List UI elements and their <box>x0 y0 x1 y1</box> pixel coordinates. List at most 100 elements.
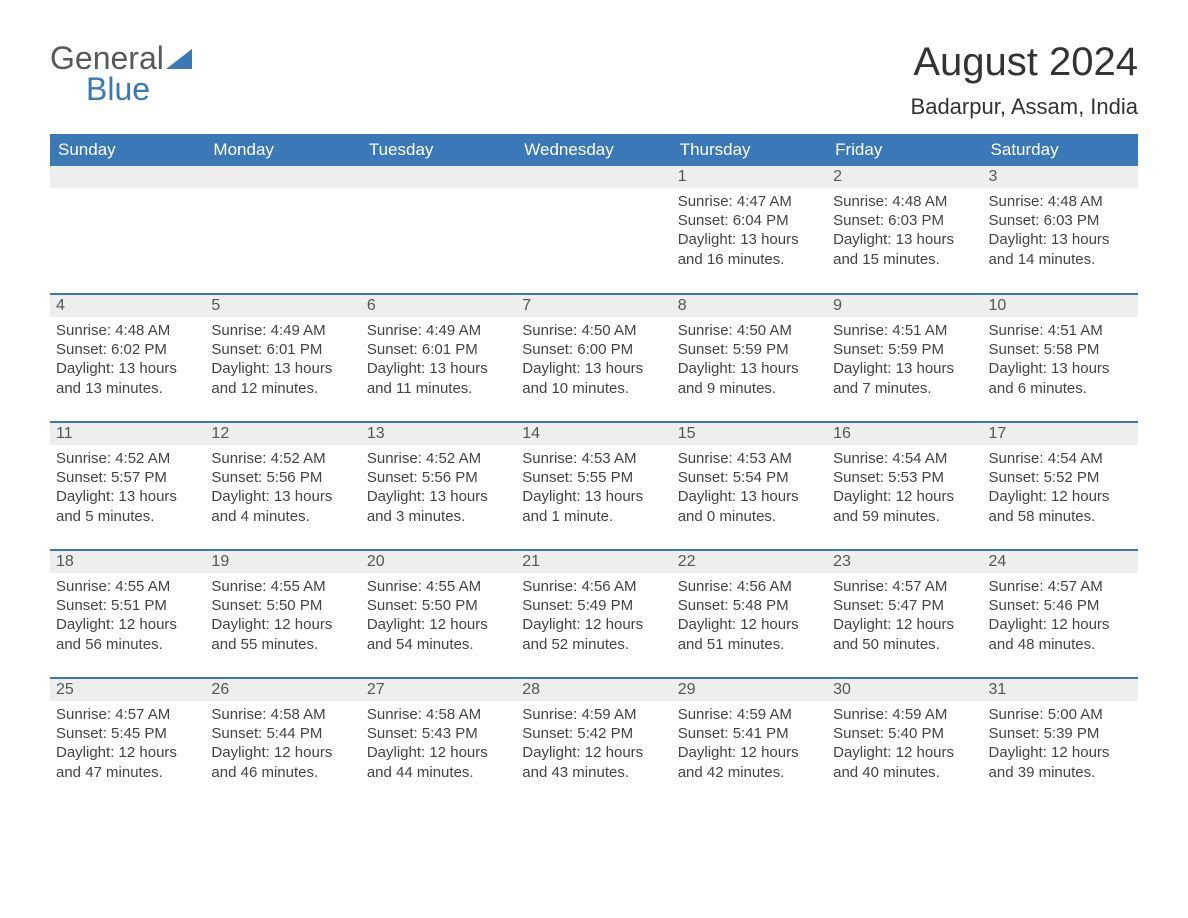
day-number: 8 <box>672 295 827 317</box>
sunrise-text: Sunrise: 4:50 AM <box>678 321 821 340</box>
sunset-text: Sunset: 5:49 PM <box>522 596 665 615</box>
sunset-text: Sunset: 6:00 PM <box>522 340 665 359</box>
calendar-day-cell: 25Sunrise: 4:57 AMSunset: 5:45 PMDayligh… <box>50 678 205 806</box>
calendar-day-cell <box>361 166 516 294</box>
daylight-text: Daylight: 13 hours and 3 minutes. <box>367 487 510 525</box>
calendar-day-cell: 6Sunrise: 4:49 AMSunset: 6:01 PMDaylight… <box>361 294 516 422</box>
sunrise-text: Sunrise: 4:55 AM <box>56 577 199 596</box>
calendar-day-cell: 21Sunrise: 4:56 AMSunset: 5:49 PMDayligh… <box>516 550 671 678</box>
day-details: Sunrise: 4:54 AMSunset: 5:53 PMDaylight:… <box>827 445 982 530</box>
day-number: 13 <box>361 423 516 445</box>
sunrise-text: Sunrise: 4:57 AM <box>56 705 199 724</box>
day-details: Sunrise: 4:48 AMSunset: 6:03 PMDaylight:… <box>827 188 982 273</box>
day-details: Sunrise: 4:52 AMSunset: 5:56 PMDaylight:… <box>361 445 516 530</box>
sunset-text: Sunset: 6:03 PM <box>989 211 1132 230</box>
day-details: Sunrise: 4:51 AMSunset: 5:58 PMDaylight:… <box>983 317 1138 402</box>
calendar-day-cell <box>50 166 205 294</box>
calendar-day-cell: 19Sunrise: 4:55 AMSunset: 5:50 PMDayligh… <box>205 550 360 678</box>
day-details: Sunrise: 4:48 AMSunset: 6:03 PMDaylight:… <box>983 188 1138 273</box>
calendar-day-cell: 22Sunrise: 4:56 AMSunset: 5:48 PMDayligh… <box>672 550 827 678</box>
calendar-week-row: 4Sunrise: 4:48 AMSunset: 6:02 PMDaylight… <box>50 294 1138 422</box>
day-number: 9 <box>827 295 982 317</box>
sunset-text: Sunset: 5:52 PM <box>989 468 1132 487</box>
sunrise-text: Sunrise: 4:55 AM <box>367 577 510 596</box>
sunrise-text: Sunrise: 4:56 AM <box>522 577 665 596</box>
calendar-day-cell: 4Sunrise: 4:48 AMSunset: 6:02 PMDaylight… <box>50 294 205 422</box>
daylight-text: Daylight: 12 hours and 46 minutes. <box>211 743 354 781</box>
day-details: Sunrise: 4:57 AMSunset: 5:47 PMDaylight:… <box>827 573 982 658</box>
day-details: Sunrise: 4:53 AMSunset: 5:54 PMDaylight:… <box>672 445 827 530</box>
day-number-bar-empty <box>361 166 516 188</box>
sunrise-text: Sunrise: 4:48 AM <box>56 321 199 340</box>
daylight-text: Daylight: 13 hours and 7 minutes. <box>833 359 976 397</box>
sunset-text: Sunset: 5:41 PM <box>678 724 821 743</box>
header: General Blue August 2024 Badarpur, Assam… <box>50 40 1138 120</box>
sunrise-text: Sunrise: 4:50 AM <box>522 321 665 340</box>
calendar-day-cell: 29Sunrise: 4:59 AMSunset: 5:41 PMDayligh… <box>672 678 827 806</box>
day-number: 19 <box>205 551 360 573</box>
day-details: Sunrise: 4:54 AMSunset: 5:52 PMDaylight:… <box>983 445 1138 530</box>
daylight-text: Daylight: 12 hours and 47 minutes. <box>56 743 199 781</box>
daylight-text: Daylight: 13 hours and 12 minutes. <box>211 359 354 397</box>
daylight-text: Daylight: 12 hours and 59 minutes. <box>833 487 976 525</box>
day-number: 12 <box>205 423 360 445</box>
day-details: Sunrise: 4:51 AMSunset: 5:59 PMDaylight:… <box>827 317 982 402</box>
calendar-day-cell: 13Sunrise: 4:52 AMSunset: 5:56 PMDayligh… <box>361 422 516 550</box>
sunset-text: Sunset: 5:46 PM <box>989 596 1132 615</box>
sunrise-text: Sunrise: 4:58 AM <box>211 705 354 724</box>
sunset-text: Sunset: 6:02 PM <box>56 340 199 359</box>
day-number: 20 <box>361 551 516 573</box>
sunrise-text: Sunrise: 4:57 AM <box>833 577 976 596</box>
daylight-text: Daylight: 13 hours and 5 minutes. <box>56 487 199 525</box>
day-number: 14 <box>516 423 671 445</box>
weekday-header: Wednesday <box>516 134 671 166</box>
daylight-text: Daylight: 12 hours and 48 minutes. <box>989 615 1132 653</box>
sunset-text: Sunset: 6:04 PM <box>678 211 821 230</box>
sunrise-text: Sunrise: 4:48 AM <box>833 192 976 211</box>
weekday-header: Sunday <box>50 134 205 166</box>
sunrise-text: Sunrise: 4:51 AM <box>989 321 1132 340</box>
calendar-day-cell: 15Sunrise: 4:53 AMSunset: 5:54 PMDayligh… <box>672 422 827 550</box>
calendar-day-cell: 27Sunrise: 4:58 AMSunset: 5:43 PMDayligh… <box>361 678 516 806</box>
sunset-text: Sunset: 5:47 PM <box>833 596 976 615</box>
sunset-text: Sunset: 6:01 PM <box>367 340 510 359</box>
calendar-day-cell: 23Sunrise: 4:57 AMSunset: 5:47 PMDayligh… <box>827 550 982 678</box>
sunset-text: Sunset: 5:56 PM <box>211 468 354 487</box>
calendar-day-cell: 18Sunrise: 4:55 AMSunset: 5:51 PMDayligh… <box>50 550 205 678</box>
day-number: 21 <box>516 551 671 573</box>
calendar-day-cell: 7Sunrise: 4:50 AMSunset: 6:00 PMDaylight… <box>516 294 671 422</box>
sunrise-text: Sunrise: 4:49 AM <box>211 321 354 340</box>
sunrise-text: Sunrise: 4:59 AM <box>678 705 821 724</box>
sunset-text: Sunset: 6:01 PM <box>211 340 354 359</box>
sunrise-text: Sunrise: 4:52 AM <box>367 449 510 468</box>
calendar-day-cell: 28Sunrise: 4:59 AMSunset: 5:42 PMDayligh… <box>516 678 671 806</box>
sunset-text: Sunset: 5:45 PM <box>56 724 199 743</box>
day-details: Sunrise: 4:59 AMSunset: 5:42 PMDaylight:… <box>516 701 671 786</box>
day-details: Sunrise: 4:50 AMSunset: 6:00 PMDaylight:… <box>516 317 671 402</box>
sunrise-text: Sunrise: 4:52 AM <box>211 449 354 468</box>
day-details: Sunrise: 4:57 AMSunset: 5:46 PMDaylight:… <box>983 573 1138 658</box>
day-details: Sunrise: 4:55 AMSunset: 5:51 PMDaylight:… <box>50 573 205 658</box>
day-number-bar-empty <box>205 166 360 188</box>
day-details: Sunrise: 4:52 AMSunset: 5:56 PMDaylight:… <box>205 445 360 530</box>
sunset-text: Sunset: 5:58 PM <box>989 340 1132 359</box>
sunrise-text: Sunrise: 4:54 AM <box>989 449 1132 468</box>
sunset-text: Sunset: 5:43 PM <box>367 724 510 743</box>
weekday-header: Friday <box>827 134 982 166</box>
sunrise-text: Sunrise: 4:53 AM <box>678 449 821 468</box>
daylight-text: Daylight: 12 hours and 42 minutes. <box>678 743 821 781</box>
day-number: 30 <box>827 679 982 701</box>
day-number: 7 <box>516 295 671 317</box>
sunrise-text: Sunrise: 4:57 AM <box>989 577 1132 596</box>
calendar-day-cell <box>205 166 360 294</box>
calendar-week-row: 1Sunrise: 4:47 AMSunset: 6:04 PMDaylight… <box>50 166 1138 294</box>
logo: General Blue <box>50 40 192 108</box>
daylight-text: Daylight: 12 hours and 58 minutes. <box>989 487 1132 525</box>
day-number-bar-empty <box>50 166 205 188</box>
weekday-header: Thursday <box>672 134 827 166</box>
sunset-text: Sunset: 5:50 PM <box>367 596 510 615</box>
calendar-week-row: 11Sunrise: 4:52 AMSunset: 5:57 PMDayligh… <box>50 422 1138 550</box>
day-number: 15 <box>672 423 827 445</box>
daylight-text: Daylight: 12 hours and 56 minutes. <box>56 615 199 653</box>
sunset-text: Sunset: 5:50 PM <box>211 596 354 615</box>
